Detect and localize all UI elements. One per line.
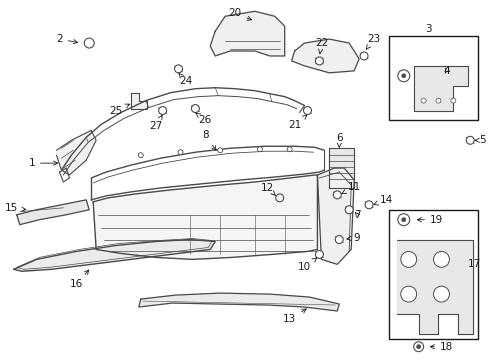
Circle shape xyxy=(416,345,420,349)
Text: 26: 26 xyxy=(196,113,212,126)
Text: 25: 25 xyxy=(109,104,129,116)
Polygon shape xyxy=(131,93,147,109)
Polygon shape xyxy=(397,239,473,334)
Circle shape xyxy=(276,194,284,202)
Polygon shape xyxy=(93,175,318,260)
Text: 10: 10 xyxy=(298,258,317,272)
Text: 15: 15 xyxy=(5,203,26,213)
Circle shape xyxy=(333,191,341,199)
Circle shape xyxy=(192,105,199,113)
Circle shape xyxy=(398,214,410,226)
Circle shape xyxy=(84,38,94,48)
Text: 22: 22 xyxy=(315,38,328,54)
Text: 9: 9 xyxy=(347,233,361,243)
Circle shape xyxy=(434,286,449,302)
Text: 12: 12 xyxy=(261,183,275,196)
Circle shape xyxy=(402,74,406,78)
Text: 21: 21 xyxy=(288,115,307,130)
Polygon shape xyxy=(139,293,339,311)
Polygon shape xyxy=(56,130,96,175)
Text: 24: 24 xyxy=(179,73,192,86)
Circle shape xyxy=(303,107,312,114)
Text: 2: 2 xyxy=(56,34,77,44)
Text: 20: 20 xyxy=(228,8,251,20)
Circle shape xyxy=(365,201,373,209)
Polygon shape xyxy=(17,200,89,225)
Circle shape xyxy=(316,57,323,65)
Circle shape xyxy=(138,153,143,158)
Circle shape xyxy=(159,107,167,114)
Circle shape xyxy=(287,147,292,152)
Polygon shape xyxy=(210,11,285,56)
Circle shape xyxy=(345,206,353,214)
Text: 16: 16 xyxy=(70,270,89,289)
Circle shape xyxy=(414,342,424,352)
Text: 8: 8 xyxy=(202,130,216,150)
Polygon shape xyxy=(292,39,359,73)
Polygon shape xyxy=(329,148,354,188)
Circle shape xyxy=(218,148,222,153)
Bar xyxy=(389,210,478,339)
Polygon shape xyxy=(318,168,354,264)
Text: 14: 14 xyxy=(374,195,393,205)
Text: 27: 27 xyxy=(149,115,162,131)
Text: 4: 4 xyxy=(443,66,450,76)
Bar xyxy=(389,36,478,121)
Text: 3: 3 xyxy=(425,24,432,34)
Circle shape xyxy=(402,218,406,222)
Circle shape xyxy=(257,147,262,152)
Text: 1: 1 xyxy=(28,158,58,168)
Circle shape xyxy=(434,251,449,267)
Circle shape xyxy=(421,98,426,103)
Circle shape xyxy=(398,70,410,82)
Text: 23: 23 xyxy=(366,34,381,49)
Text: 19: 19 xyxy=(417,215,443,225)
Text: 17: 17 xyxy=(467,259,481,269)
Polygon shape xyxy=(14,239,215,271)
Circle shape xyxy=(451,98,456,103)
Polygon shape xyxy=(414,66,468,111)
Text: 18: 18 xyxy=(430,342,453,352)
Circle shape xyxy=(401,286,416,302)
Text: 5: 5 xyxy=(475,135,486,145)
Circle shape xyxy=(401,251,416,267)
Text: 6: 6 xyxy=(336,133,343,147)
Circle shape xyxy=(360,52,368,60)
Circle shape xyxy=(466,136,474,144)
Circle shape xyxy=(436,98,441,103)
Circle shape xyxy=(335,235,343,243)
Circle shape xyxy=(174,65,182,73)
Text: 11: 11 xyxy=(342,182,361,194)
Circle shape xyxy=(316,251,323,258)
Text: 7: 7 xyxy=(354,210,361,220)
Circle shape xyxy=(178,150,183,155)
Text: 13: 13 xyxy=(283,309,306,324)
